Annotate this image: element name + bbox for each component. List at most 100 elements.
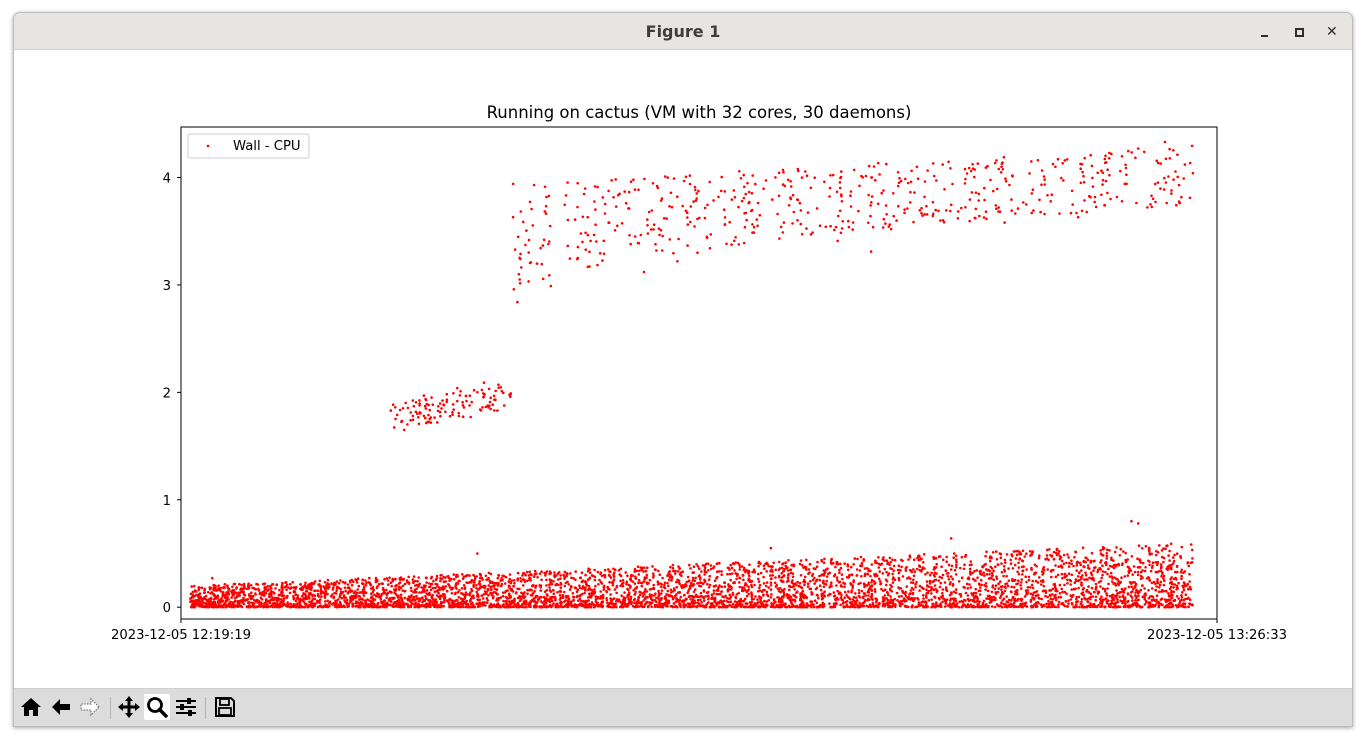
data-point: [992, 569, 995, 573]
data-point: [601, 605, 604, 608]
data-point: [414, 598, 417, 602]
data-point: [877, 577, 881, 581]
data-point: [493, 587, 497, 591]
data-point: [985, 573, 989, 576]
data-point: [566, 572, 569, 576]
title-bar[interactable]: Figure 1 ✕: [14, 13, 1352, 50]
data-point: [1173, 583, 1176, 586]
data-point: [1109, 604, 1112, 607]
data-point: [1016, 592, 1019, 595]
data-point: [431, 586, 435, 590]
data-point: [752, 568, 756, 571]
data-point: [763, 588, 766, 592]
data-point: [877, 556, 880, 559]
data-point: [1038, 576, 1041, 579]
data-point: [947, 571, 950, 575]
data-point: [1150, 552, 1153, 556]
data-point: [1101, 564, 1104, 567]
data-point: [593, 605, 596, 609]
data-point: [990, 590, 994, 594]
close-button[interactable]: ✕: [1323, 22, 1343, 42]
data-point: [718, 600, 721, 604]
data-point: [1016, 570, 1019, 574]
data-point: [720, 585, 723, 589]
data-point: [577, 599, 580, 602]
data-point: [829, 558, 833, 562]
data-point: [723, 581, 727, 585]
data-point: [670, 579, 673, 582]
data-point: [991, 574, 994, 577]
data-point: [389, 590, 393, 594]
data-point: [212, 586, 216, 590]
data-point: [446, 575, 450, 578]
data-point: [1175, 584, 1179, 588]
data-point: [220, 596, 223, 600]
data-point: [1164, 605, 1167, 609]
data-point: [1170, 563, 1173, 567]
data-point: [444, 576, 447, 579]
data-point: [648, 578, 652, 582]
data-point: [484, 574, 488, 578]
data-point: [724, 594, 727, 598]
data-point: [198, 586, 201, 590]
data-point: [631, 604, 635, 608]
data-point: [979, 578, 983, 582]
data-point: [1179, 556, 1183, 560]
data-point: [917, 554, 921, 557]
data-point: [1000, 601, 1003, 605]
figure-canvas[interactable]: Running on cactus (VM with 32 cores, 30 …: [14, 50, 1352, 688]
data-point: [1080, 569, 1083, 572]
data-point: [603, 568, 607, 572]
data-point: [640, 600, 643, 604]
data-point: [335, 587, 339, 590]
data-point: [332, 586, 335, 589]
data-point: [450, 577, 453, 581]
data-point: [659, 605, 662, 609]
data-point: [1046, 595, 1049, 599]
data-point: [839, 562, 842, 566]
data-point: [928, 582, 932, 585]
data-point: [883, 597, 886, 600]
data-point: [1075, 595, 1078, 599]
data-point: [566, 604, 569, 607]
data-point: [660, 589, 664, 592]
data-point: [296, 596, 300, 599]
data-point: [753, 602, 757, 605]
minimize-button[interactable]: [1255, 22, 1275, 42]
data-point: [675, 593, 678, 596]
data-point: [551, 595, 554, 599]
data-point: [639, 566, 642, 569]
data-point: [1050, 555, 1054, 558]
data-point: [804, 566, 808, 569]
data-point: [360, 601, 364, 605]
data-point: [1052, 557, 1056, 561]
data-point: [571, 592, 575, 595]
data-point: [1091, 576, 1094, 579]
data-point: [1061, 559, 1064, 563]
maximize-button[interactable]: [1289, 22, 1309, 42]
data-point: [950, 564, 954, 568]
data-point: [479, 573, 482, 576]
data-point: [1029, 592, 1033, 596]
data-point: [769, 588, 773, 591]
data-point: [323, 596, 327, 599]
data-point: [1025, 552, 1028, 555]
data-point: [423, 585, 426, 589]
data-point: [667, 584, 670, 588]
data-point: [673, 605, 676, 608]
data-point: [988, 594, 991, 598]
data-point: [1090, 586, 1094, 590]
data-point: [895, 591, 899, 595]
data-point: [512, 584, 516, 588]
data-point: [1051, 568, 1055, 572]
data-point: [656, 583, 660, 586]
data-point: [559, 581, 563, 585]
data-point: [652, 583, 655, 587]
data-point: [886, 591, 889, 594]
data-point: [672, 596, 675, 600]
data-point: [344, 581, 347, 584]
data-point: [556, 583, 559, 586]
data-point: [903, 592, 907, 596]
data-point: [240, 583, 243, 587]
data-point: [588, 602, 591, 606]
